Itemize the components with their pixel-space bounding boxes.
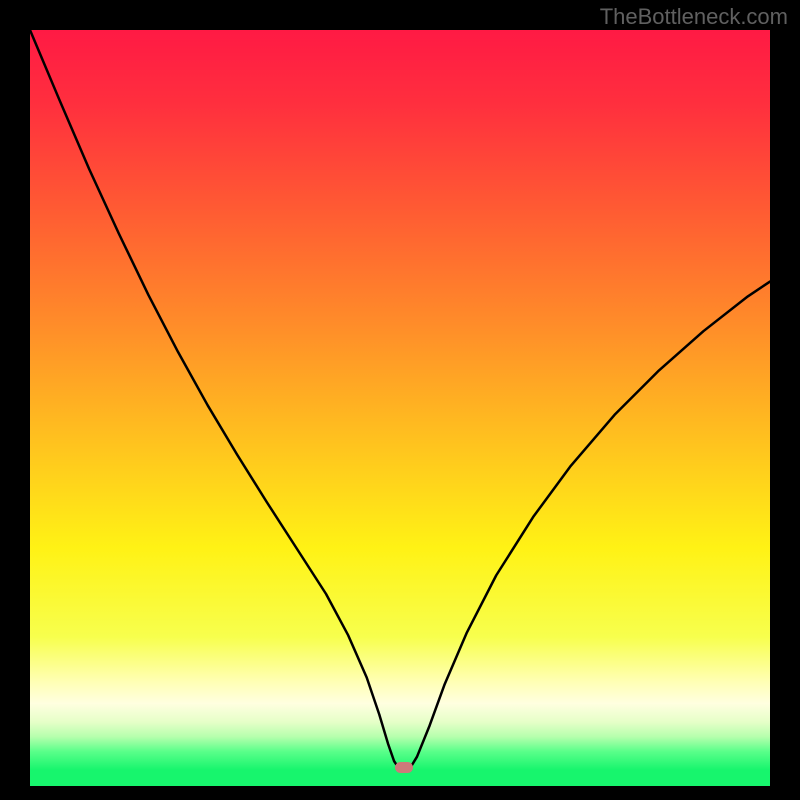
watermark-label: TheBottleneck.com: [600, 4, 788, 30]
chart-stage: TheBottleneck.com: [0, 0, 800, 800]
chart-gradient-panel: [30, 30, 770, 770]
chart-bottom-band: [30, 770, 770, 786]
